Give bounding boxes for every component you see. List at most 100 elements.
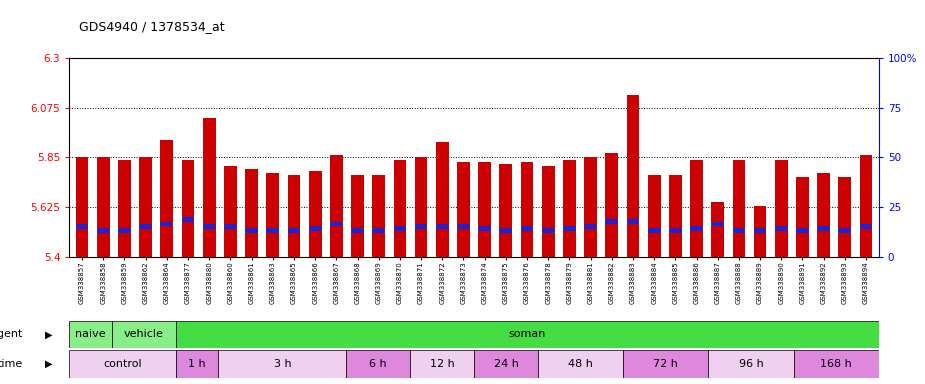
Bar [181, 217, 194, 222]
Bar [118, 160, 130, 257]
Bar [606, 219, 618, 224]
Bar [585, 224, 597, 228]
Bar [733, 228, 746, 233]
Bar [648, 175, 660, 257]
Bar [160, 140, 173, 257]
Bar [474, 350, 538, 378]
Bar [414, 224, 427, 228]
Bar [690, 160, 703, 257]
Text: 24 h: 24 h [494, 359, 518, 369]
Bar [414, 157, 427, 257]
Text: agent: agent [0, 329, 23, 339]
Bar [818, 226, 830, 231]
Bar [97, 228, 110, 233]
Bar [606, 153, 618, 257]
Text: GDS4940 / 1378534_at: GDS4940 / 1378534_at [79, 20, 224, 33]
Bar [818, 173, 830, 257]
Bar [176, 321, 879, 348]
Text: 3 h: 3 h [274, 359, 291, 369]
Bar [690, 226, 703, 231]
Bar [542, 166, 555, 257]
Bar [457, 224, 470, 228]
Bar [859, 224, 872, 228]
Bar [288, 228, 301, 233]
Text: 168 h: 168 h [820, 359, 852, 369]
Bar [754, 206, 767, 257]
Bar [288, 175, 301, 257]
Bar [393, 160, 406, 257]
Bar [457, 162, 470, 257]
Bar [796, 228, 808, 233]
Bar [478, 226, 491, 231]
Bar [733, 160, 746, 257]
Bar [160, 222, 173, 227]
Text: 72 h: 72 h [653, 359, 678, 369]
Text: vehicle: vehicle [124, 329, 164, 339]
Bar [521, 226, 534, 231]
Text: 1 h: 1 h [189, 359, 206, 369]
Bar [623, 350, 709, 378]
Bar [176, 350, 218, 378]
Bar [478, 162, 491, 257]
Bar [436, 142, 449, 257]
Bar [346, 350, 410, 378]
Text: 6 h: 6 h [369, 359, 387, 369]
Bar [352, 175, 364, 257]
Bar [309, 171, 322, 257]
Text: 12 h: 12 h [430, 359, 454, 369]
Bar [542, 228, 555, 233]
Bar [76, 157, 89, 257]
Bar [709, 350, 794, 378]
Bar [203, 224, 216, 228]
Bar [500, 164, 512, 257]
Bar [500, 228, 512, 233]
Bar [521, 162, 534, 257]
Bar [538, 350, 623, 378]
Bar [330, 155, 342, 257]
Bar [838, 228, 851, 233]
Bar [563, 160, 575, 257]
Bar [266, 173, 279, 257]
Bar [775, 226, 788, 231]
Bar [76, 224, 89, 228]
Text: soman: soman [509, 329, 546, 339]
Bar [669, 175, 682, 257]
Bar [669, 228, 682, 233]
Bar [97, 157, 110, 257]
Bar [711, 222, 724, 227]
Bar [330, 222, 342, 227]
Bar [711, 202, 724, 257]
Bar [563, 226, 575, 231]
Bar [218, 350, 346, 378]
Bar [309, 226, 322, 231]
Bar [373, 175, 385, 257]
Text: time: time [0, 359, 23, 369]
Bar [69, 350, 176, 378]
Bar [245, 169, 258, 257]
Bar [245, 228, 258, 233]
Bar [626, 219, 639, 224]
Bar [224, 166, 237, 257]
Bar [181, 160, 194, 257]
Text: ▶: ▶ [45, 329, 53, 339]
Bar [266, 228, 279, 233]
Bar [224, 224, 237, 228]
Bar [140, 224, 152, 228]
Bar [754, 228, 767, 233]
Bar [373, 228, 385, 233]
Text: control: control [104, 359, 142, 369]
Bar [140, 157, 152, 257]
Bar [585, 157, 597, 257]
Bar [203, 118, 216, 257]
Bar [118, 228, 130, 233]
Text: naive: naive [75, 329, 106, 339]
Bar [859, 155, 872, 257]
Bar [69, 321, 112, 348]
Bar [796, 177, 808, 257]
Bar [838, 177, 851, 257]
Text: 96 h: 96 h [738, 359, 763, 369]
Bar [393, 226, 406, 231]
Bar [352, 228, 364, 233]
Bar [626, 95, 639, 257]
Text: 48 h: 48 h [568, 359, 593, 369]
